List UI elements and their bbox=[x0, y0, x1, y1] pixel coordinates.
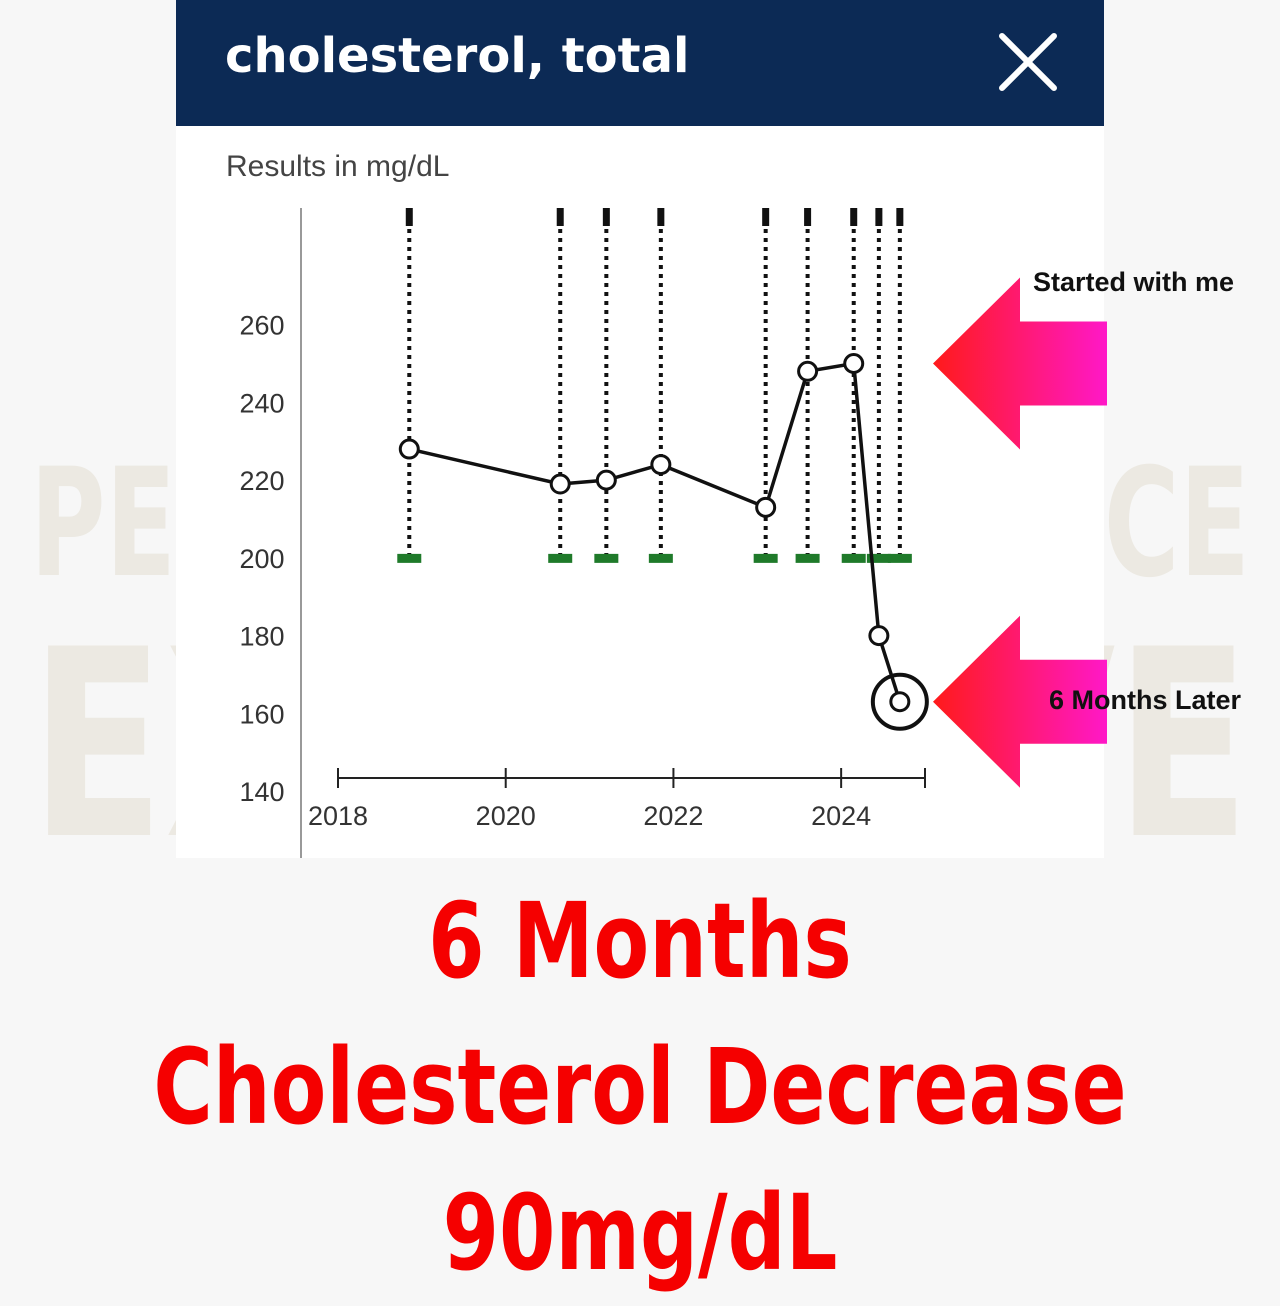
y-tick-label: 140 bbox=[239, 777, 284, 807]
x-tick-label: 2024 bbox=[811, 801, 871, 831]
data-point bbox=[868, 625, 890, 647]
panel-header: cholesterol, total bbox=[176, 0, 1104, 126]
reference-range-bar bbox=[397, 553, 422, 563]
reference-range-bar bbox=[866, 553, 891, 563]
reference-range-bar bbox=[548, 553, 573, 563]
data-point bbox=[398, 438, 420, 460]
y-tick-label: 240 bbox=[239, 388, 284, 418]
data-point bbox=[797, 360, 819, 382]
y-tick-label: 260 bbox=[239, 311, 284, 341]
data-point bbox=[595, 469, 617, 491]
result-marker-cap bbox=[405, 208, 413, 226]
result-marker-cap bbox=[804, 208, 812, 226]
headline-line2: Cholesterol Decrease bbox=[153, 1026, 1127, 1148]
data-point bbox=[549, 473, 571, 495]
y-tick-label: 220 bbox=[239, 466, 284, 496]
y-tick-label: 200 bbox=[239, 544, 284, 574]
result-marker-cap bbox=[875, 208, 883, 226]
headline-line3: 90mg/dL bbox=[442, 1172, 838, 1294]
reference-range-bar bbox=[795, 553, 820, 563]
series-line bbox=[408, 361, 902, 703]
result-marker-cap bbox=[896, 208, 904, 226]
close-button[interactable] bbox=[996, 30, 1060, 94]
headline: 6 Months Cholesterol Decrease 90mg/dL bbox=[141, 868, 1139, 1306]
cholesterol-chart: 140 160 180 200 220 240 260 2018 2020 2022 2024 St… bbox=[239, 208, 1242, 858]
units-label: Results in mg/dL bbox=[226, 150, 450, 183]
reference-range-bar bbox=[753, 553, 778, 563]
y-tick-label: 160 bbox=[239, 699, 284, 729]
result-marker-cap bbox=[762, 208, 770, 226]
result-marker-cap bbox=[850, 208, 858, 226]
result-marker-cap bbox=[602, 208, 610, 226]
reference-range-bar bbox=[841, 553, 866, 563]
x-tick-label: 2022 bbox=[643, 801, 703, 831]
reference-range-bar bbox=[648, 553, 673, 563]
x-tick-label: 2018 bbox=[308, 801, 368, 831]
y-tick-label: 180 bbox=[239, 622, 284, 652]
result-marker-cap bbox=[657, 208, 665, 226]
annotation-started: Started with me bbox=[1033, 267, 1234, 297]
headline-line1: 6 Months bbox=[428, 880, 852, 1002]
reference-range-bar bbox=[887, 553, 912, 563]
highlight-ring bbox=[870, 672, 929, 731]
data-point bbox=[755, 496, 777, 518]
result-marker-cap bbox=[556, 208, 564, 226]
reference-range-bar bbox=[594, 553, 619, 563]
arrow-started bbox=[933, 277, 1107, 450]
panel-title: cholesterol, total bbox=[225, 28, 690, 84]
arrow-6-months-later bbox=[933, 615, 1107, 788]
data-point bbox=[650, 454, 672, 476]
data-point bbox=[889, 691, 911, 713]
x-tick-label: 2020 bbox=[476, 801, 536, 831]
close-icon bbox=[999, 33, 1057, 91]
data-point bbox=[843, 353, 865, 374]
annotation-6-months-later: 6 Months Later bbox=[1049, 685, 1242, 715]
